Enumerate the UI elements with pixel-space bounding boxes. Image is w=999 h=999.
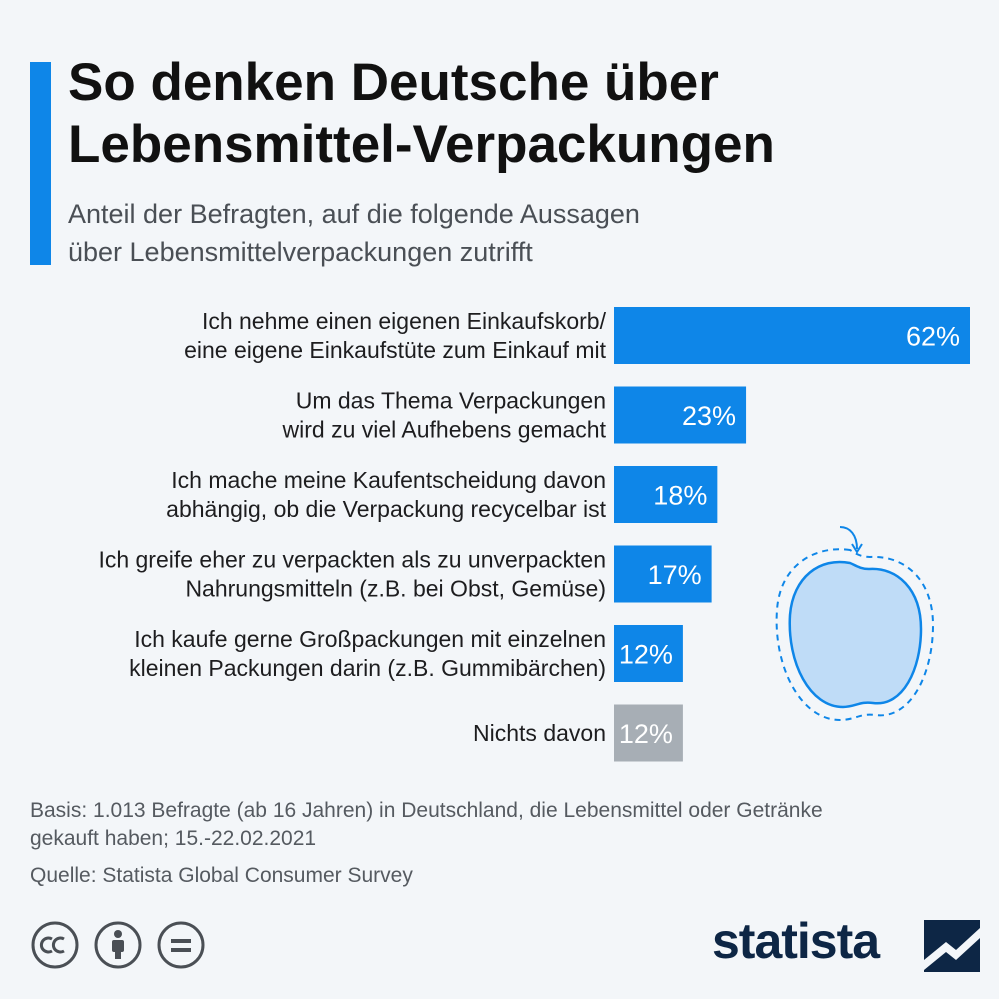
statista-logo-mark-icon bbox=[924, 920, 980, 972]
chart-subtitle: Anteil der Befragten, auf die folgende A… bbox=[68, 195, 948, 271]
category-label-5-line-2: kleinen Packungen darin (z.B. Gummibärch… bbox=[129, 655, 606, 681]
category-label-3-line-1: Ich mache meine Kaufentscheidung davon bbox=[171, 467, 606, 493]
category-label-5-line-1: Ich kaufe gerne Großpackungen mit einzel… bbox=[134, 626, 606, 652]
bar-value-label-5: 12% bbox=[619, 640, 673, 670]
category-label-2-line-1: Um das Thema Verpackungen bbox=[296, 388, 606, 414]
apple-illustration bbox=[775, 526, 935, 722]
bar-6 bbox=[614, 704, 683, 762]
statista-logo-text: statista bbox=[712, 913, 880, 969]
bar-4 bbox=[614, 545, 712, 603]
basis-line-1: Basis: 1.013 Befragte (ab 16 Jahren) in … bbox=[30, 799, 823, 822]
apple-stem-arrowhead bbox=[851, 543, 863, 554]
bar-5 bbox=[614, 625, 683, 682]
chart-subtitle-line-1: Anteil der Befragten, auf die folgende A… bbox=[68, 199, 640, 229]
apple-body bbox=[788, 560, 923, 709]
basis-line-2: gekauft haben; 15.-22.02.2021 bbox=[30, 827, 317, 850]
chart-title-line-1: So denken Deutsche über bbox=[68, 53, 719, 112]
bar-2 bbox=[614, 386, 747, 444]
chart-title: So denken Deutsche über Lebensmittel-Ver… bbox=[68, 52, 968, 176]
bar-value-label-6: 12% bbox=[619, 719, 673, 749]
category-label-1-line-2: eine eigene Einkaufstüte zum Einkauf mit bbox=[184, 337, 607, 363]
category-label-4-line-1: Ich greife eher zu verpackten als zu unv… bbox=[98, 547, 606, 573]
title-accent-bar bbox=[30, 62, 51, 265]
category-label-6-line-1: Nichts davon bbox=[473, 720, 606, 746]
bar-chart: 62% Ich nehme einen eigenen Einkaufskorb/… bbox=[98, 307, 970, 762]
chart-subtitle-line-2: über Lebensmittelverpackungen zutrifft bbox=[68, 237, 533, 267]
basis-note: Basis: 1.013 Befragte (ab 16 Jahren) in … bbox=[30, 797, 980, 853]
no-derivatives-icon[interactable] bbox=[157, 921, 205, 969]
statista-logo[interactable]: statista bbox=[712, 908, 982, 978]
bar-value-label-4: 17% bbox=[648, 560, 702, 590]
category-label-3-line-2: abhängig, ob die Verpackung recycelbar i… bbox=[166, 496, 606, 522]
license-icons bbox=[31, 921, 205, 969]
bar-1 bbox=[614, 307, 970, 364]
apple-stem-arrow bbox=[839, 526, 858, 550]
cc-icon[interactable] bbox=[31, 921, 79, 969]
bar-value-label-2: 23% bbox=[682, 401, 736, 431]
attribution-icon[interactable] bbox=[94, 921, 142, 969]
chart-title-line-2: Lebensmittel-Verpackungen bbox=[68, 115, 775, 174]
source-note: Quelle: Statista Global Consumer Survey bbox=[30, 864, 413, 887]
category-label-2-line-2: wird zu viel Aufhebens gemacht bbox=[282, 417, 607, 443]
bar-value-label-3: 18% bbox=[653, 481, 707, 511]
category-label-4-line-2: Nahrungsmitteln (z.B. bei Obst, Gemüse) bbox=[185, 576, 606, 602]
bar-3 bbox=[614, 466, 718, 523]
category-label-1-line-1: Ich nehme einen eigenen Einkaufskorb/ bbox=[202, 308, 607, 334]
bar-value-label-1: 62% bbox=[906, 322, 960, 352]
